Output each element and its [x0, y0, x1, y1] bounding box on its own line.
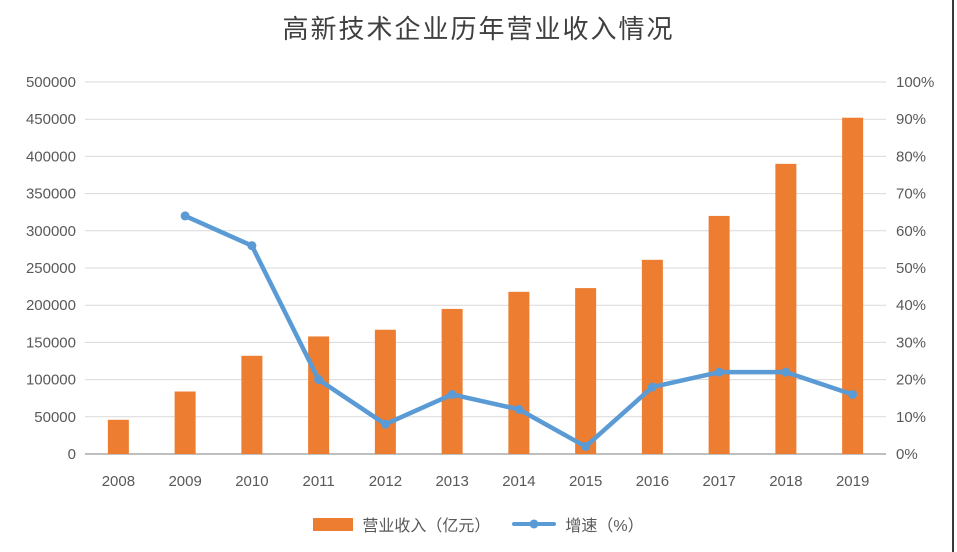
y-axis-tick-right: 60%	[896, 223, 926, 240]
bar-2012	[374, 329, 396, 454]
y-axis-tick-right: 40%	[896, 297, 926, 314]
growth-marker-2018	[781, 367, 791, 377]
y-axis-tick-right: 30%	[896, 334, 926, 351]
y-axis-tick-left: 0	[68, 446, 76, 463]
bar-2015	[575, 288, 597, 454]
y-axis-tick-left: 50000	[34, 409, 76, 426]
bar-2009	[174, 391, 196, 454]
growth-marker-2014	[514, 404, 524, 414]
growth-marker-2010	[247, 241, 257, 251]
growth-marker-2012	[380, 419, 390, 429]
y-axis-tick-right: 100%	[896, 74, 934, 91]
growth-marker-2017	[714, 367, 724, 377]
right-edge-border	[952, 0, 954, 552]
legend-item-revenue: 营业收入（亿元）	[313, 512, 490, 536]
x-axis-tick-2013: 2013	[435, 473, 468, 490]
y-axis-tick-right: 10%	[896, 409, 926, 426]
y-axis-tick-right: 20%	[896, 372, 926, 389]
y-axis-tick-left: 150000	[26, 334, 76, 351]
bar-2010	[241, 355, 263, 454]
bar-2011	[308, 336, 330, 454]
bar-2017	[708, 215, 730, 454]
y-axis-tick-right: 70%	[896, 186, 926, 203]
legend-bar-swatch	[313, 517, 354, 531]
growth-marker-2015	[581, 442, 591, 452]
growth-marker-2016	[647, 382, 657, 392]
x-axis-tick-2019: 2019	[836, 473, 869, 490]
y-axis-tick-right: 0%	[896, 446, 918, 463]
y-axis-tick-right: 90%	[896, 111, 926, 128]
y-axis-tick-left: 400000	[26, 148, 76, 165]
x-axis-tick-2014: 2014	[502, 473, 535, 490]
growth-marker-2009	[180, 211, 190, 221]
bar-2019	[842, 117, 864, 454]
x-axis-tick-2012: 2012	[369, 473, 402, 490]
legend-label-revenue: 营业收入（亿元）	[362, 518, 491, 535]
legend-line-marker	[529, 519, 539, 529]
x-axis-tick-2016: 2016	[636, 473, 669, 490]
x-axis-tick-2008: 2008	[102, 473, 135, 490]
y-axis-tick-right: 50%	[896, 260, 926, 277]
x-axis-tick-2017: 2017	[702, 473, 735, 490]
y-axis-tick-left: 200000	[26, 297, 76, 314]
y-axis-tick-left: 350000	[26, 186, 76, 203]
y-axis-tick-left: 250000	[26, 260, 76, 277]
growth-marker-2013	[447, 389, 457, 399]
bar-2008	[107, 419, 129, 454]
y-axis-tick-left: 300000	[26, 223, 76, 240]
legend-label-growth: 增速（%）	[565, 518, 644, 535]
y-axis-tick-left: 450000	[26, 111, 76, 128]
bar-2013	[441, 308, 463, 454]
bar-2016	[641, 259, 663, 454]
y-axis-tick-right: 80%	[896, 148, 926, 165]
legend: 营业收入（亿元） 增速（%）	[0, 512, 957, 536]
x-axis-tick-2009: 2009	[168, 473, 201, 490]
x-axis-tick-2010: 2010	[235, 473, 268, 490]
growth-marker-2019	[848, 389, 858, 399]
growth-marker-2011	[314, 375, 324, 385]
y-axis-tick-left: 100000	[26, 372, 76, 389]
x-axis-tick-2018: 2018	[769, 473, 802, 490]
x-axis-tick-2015: 2015	[569, 473, 602, 490]
legend-line-swatch	[512, 519, 557, 529]
legend-item-growth: 增速（%）	[512, 512, 644, 536]
x-axis-tick-2011: 2011	[302, 473, 334, 490]
y-axis-tick-left: 500000	[26, 74, 76, 91]
bar-2014	[508, 291, 530, 454]
bar-2018	[775, 163, 797, 454]
chart-title: 高新技术企业历年营业收入情况	[282, 15, 675, 45]
